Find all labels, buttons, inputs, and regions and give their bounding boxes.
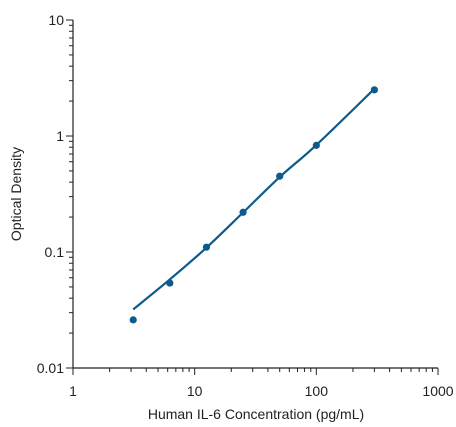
y-tick-label: 0.01 — [37, 360, 64, 376]
x-tick-label: 100 — [305, 383, 329, 399]
y-tick-label: 10 — [48, 12, 64, 28]
ticks — [66, 19, 439, 375]
data-point — [312, 141, 320, 149]
data-points — [129, 86, 378, 324]
tick-labels: 1 10 100 1000 0.01 0.1 1 10 — [37, 12, 454, 399]
data-point — [276, 172, 284, 180]
x-tick-label: 1 — [69, 383, 77, 399]
y-axis-title: Optical Density — [8, 147, 24, 241]
x-tick-label: 10 — [187, 383, 203, 399]
x-tick-label: 1000 — [422, 383, 453, 399]
axes — [72, 20, 438, 369]
data-point — [202, 243, 211, 251]
x-axis-title: Human IL-6 Concentration (pg/mL) — [148, 406, 364, 422]
data-point — [166, 279, 174, 287]
data-point — [129, 316, 137, 324]
y-tick-label: 0.1 — [45, 244, 65, 260]
y-tick-label: 1 — [56, 128, 64, 144]
data-point — [239, 208, 247, 216]
fit-curve — [132, 88, 376, 311]
data-point — [370, 86, 378, 94]
